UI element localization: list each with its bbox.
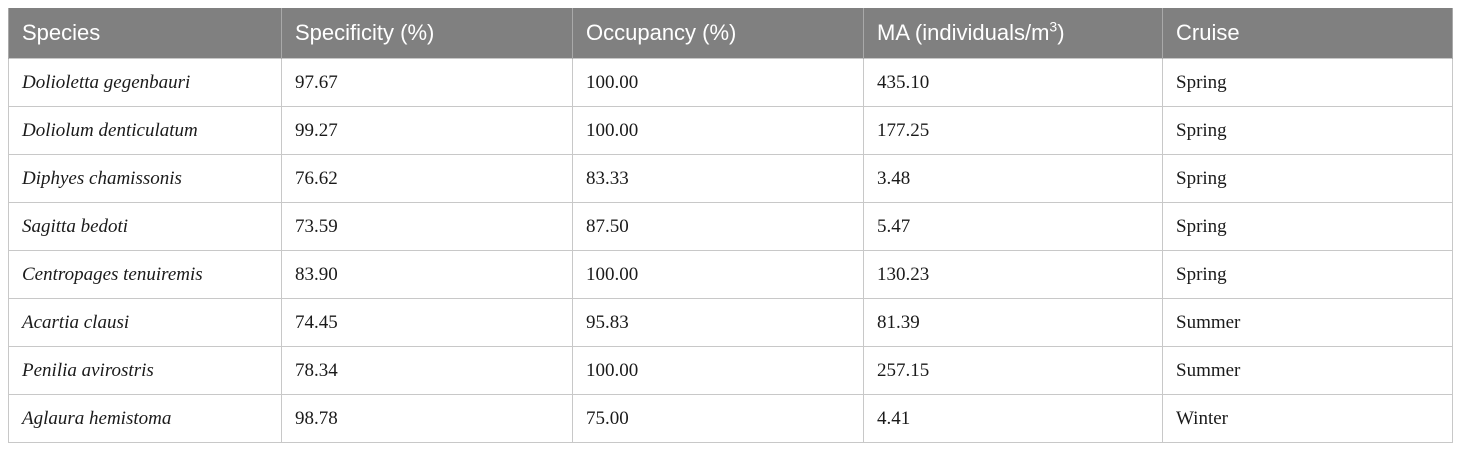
table-row: Sagitta bedoti 73.59 87.50 5.47 Spring (8, 202, 1453, 251)
species-table: Species Specificity (%) Occupancy (%) MA… (8, 8, 1453, 443)
cell-occupancy: 100.00 (572, 106, 864, 155)
table-row: Aglaura hemistoma 98.78 75.00 4.41 Winte… (8, 394, 1453, 443)
header-specificity: Specificity (%) (281, 8, 573, 59)
cell-specificity: 97.67 (281, 58, 573, 107)
cell-specificity: 78.34 (281, 346, 573, 395)
header-row: Species Specificity (%) Occupancy (%) MA… (8, 8, 1453, 59)
cell-occupancy: 87.50 (572, 202, 864, 251)
table-row: Diphyes chamissonis 76.62 83.33 3.48 Spr… (8, 154, 1453, 203)
cell-occupancy: 100.00 (572, 346, 864, 395)
cell-specificity: 99.27 (281, 106, 573, 155)
header-ma-text: MA (individuals/m (877, 20, 1050, 45)
header-ma-superscript: 3 (1049, 18, 1058, 35)
cell-cruise: Spring (1162, 58, 1453, 107)
header-ma: MA (individuals/m3) (863, 8, 1163, 59)
cell-ma: 4.41 (863, 394, 1163, 443)
cell-specificity: 73.59 (281, 202, 573, 251)
cell-cruise: Winter (1162, 394, 1453, 443)
cell-ma: 3.48 (863, 154, 1163, 203)
cell-occupancy: 100.00 (572, 58, 864, 107)
cell-species: Acartia clausi (8, 298, 282, 347)
table-row: Dolioletta gegenbauri 97.67 100.00 435.1… (8, 58, 1453, 107)
table-row: Doliolum denticulatum 99.27 100.00 177.2… (8, 106, 1453, 155)
cell-ma: 435.10 (863, 58, 1163, 107)
cell-ma: 81.39 (863, 298, 1163, 347)
cell-ma: 130.23 (863, 250, 1163, 299)
cell-species: Penilia avirostris (8, 346, 282, 395)
cell-ma: 177.25 (863, 106, 1163, 155)
table-row: Penilia avirostris 78.34 100.00 257.15 S… (8, 346, 1453, 395)
cell-cruise: Summer (1162, 346, 1453, 395)
cell-occupancy: 95.83 (572, 298, 864, 347)
header-occupancy: Occupancy (%) (572, 8, 864, 59)
cell-specificity: 98.78 (281, 394, 573, 443)
cell-ma: 5.47 (863, 202, 1163, 251)
cell-occupancy: 75.00 (572, 394, 864, 443)
cell-species: Dolioletta gegenbauri (8, 58, 282, 107)
cell-species: Centropages tenuiremis (8, 250, 282, 299)
table-row: Acartia clausi 74.45 95.83 81.39 Summer (8, 298, 1453, 347)
cell-cruise: Summer (1162, 298, 1453, 347)
header-cruise: Cruise (1162, 8, 1453, 59)
cell-occupancy: 83.33 (572, 154, 864, 203)
cell-species: Sagitta bedoti (8, 202, 282, 251)
header-species: Species (8, 8, 282, 59)
cell-cruise: Spring (1162, 106, 1453, 155)
cell-species: Diphyes chamissonis (8, 154, 282, 203)
table-row: Centropages tenuiremis 83.90 100.00 130.… (8, 250, 1453, 299)
cell-species: Doliolum denticulatum (8, 106, 282, 155)
cell-occupancy: 100.00 (572, 250, 864, 299)
header-ma-close: ) (1057, 20, 1065, 45)
cell-specificity: 76.62 (281, 154, 573, 203)
cell-cruise: Spring (1162, 154, 1453, 203)
cell-cruise: Spring (1162, 250, 1453, 299)
data-table-container: Species Specificity (%) Occupancy (%) MA… (8, 8, 1453, 443)
cell-ma: 257.15 (863, 346, 1163, 395)
cell-specificity: 83.90 (281, 250, 573, 299)
cell-specificity: 74.45 (281, 298, 573, 347)
cell-cruise: Spring (1162, 202, 1453, 251)
cell-species: Aglaura hemistoma (8, 394, 282, 443)
